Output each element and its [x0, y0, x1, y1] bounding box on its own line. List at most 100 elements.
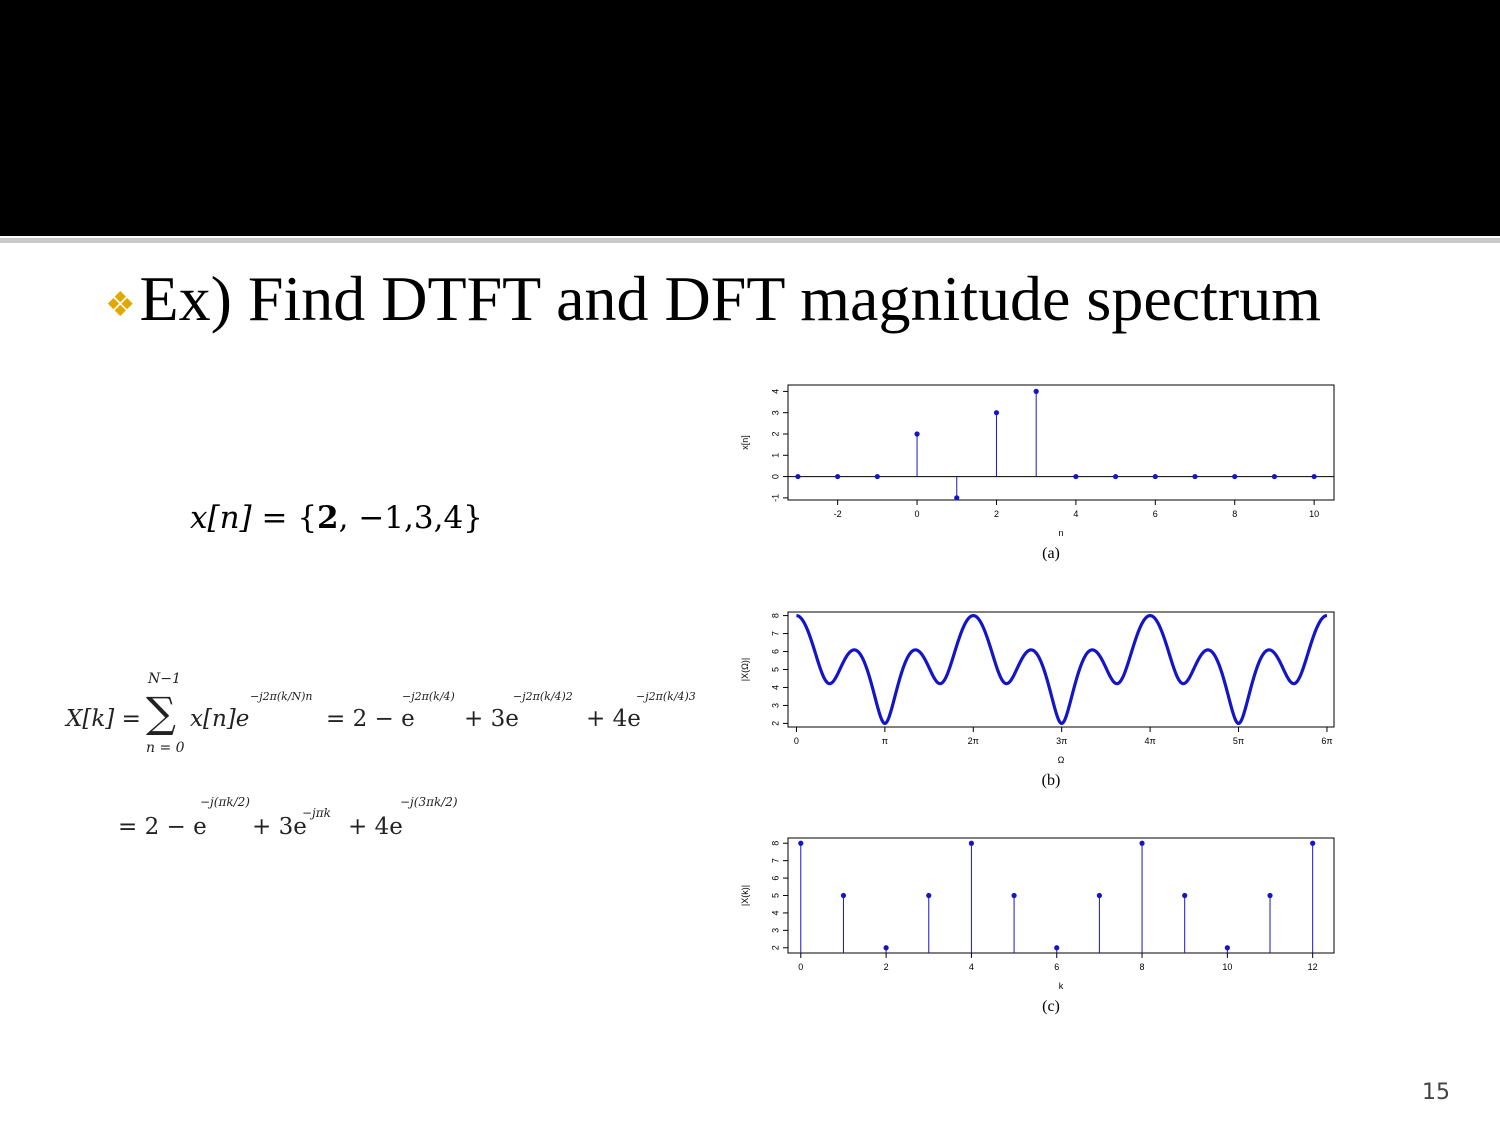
y-tick-label: 0 — [770, 474, 780, 479]
y-tick-label: 7 — [770, 631, 780, 636]
x-tick-label: 8 — [1140, 962, 1145, 972]
stem-point — [914, 431, 920, 437]
x-tick-label: 3π — [1056, 736, 1067, 746]
stem-point — [795, 473, 801, 480]
eq2-exp1: −j(πk/2) — [200, 795, 250, 809]
x-tick-label: 12 — [1308, 962, 1318, 972]
slide-heading: ❖Ex) Find DTFT and DFT magnitude spectru… — [105, 262, 1321, 336]
eq1-rest2: + 3e — [464, 706, 519, 732]
stem-point — [1224, 945, 1230, 951]
plot-frame — [787, 837, 1335, 954]
stem-point — [1267, 892, 1273, 899]
y-axis-label: |X(k)| — [740, 885, 750, 906]
eq2-exp2: −jπk — [302, 806, 331, 820]
stem-point — [883, 945, 889, 951]
x-tick-label: 10 — [1309, 509, 1319, 519]
sequence-definition: x[n] = {2, −1,3,4} — [190, 500, 483, 536]
stem-point — [926, 892, 932, 899]
eq2-b: + 3e — [252, 814, 307, 840]
title-divider — [0, 238, 1500, 243]
chart-caption: (b) — [1042, 772, 1061, 789]
eq1-sum-symbol: ∑ — [146, 688, 176, 737]
heading-text: Ex) Find DTFT and DFT magnitude spectrum — [139, 263, 1322, 334]
stem-point — [798, 840, 804, 846]
eq1-rest1: = 2 − e — [326, 706, 415, 732]
sequence-eq: = { — [251, 500, 318, 536]
y-tick-label: 8 — [770, 613, 780, 618]
eq1-lhs: X[k] = — [66, 706, 141, 732]
y-tick-label: 6 — [770, 649, 780, 654]
chart-panel-a: -2 0 2 4 6 8 10 -1 0 1 2 3 4 n x[n] (a) — [730, 375, 1350, 590]
x-tick-label: 6 — [1153, 509, 1158, 519]
eq2-exp3: −j(3πk/2) — [400, 795, 458, 809]
chart-caption: (c) — [1042, 998, 1060, 1015]
y-axis-label: |X(Ω)| — [740, 658, 750, 681]
chart-panel-b: 0 π 2π 3π 4π 5π 6π 2 3 4 5 6 7 8 Ω |X(Ω)| (b) — [730, 602, 1350, 817]
stem-point — [1182, 892, 1188, 899]
eq1-exp4: −j2π(k/4)3 — [636, 690, 696, 703]
chart-dft-magnitude-stem: 0 2 4 6 8 10 12 2 3 4 5 6 7 8 k |X(k)| (c) — [740, 837, 1335, 1015]
x-tick-label: 2 — [884, 962, 889, 972]
x-tick-label: 2π — [968, 736, 979, 746]
magnitude-curve — [795, 613, 1328, 726]
stem-point — [1054, 945, 1060, 951]
x-axis-label: Ω — [1058, 755, 1065, 765]
eq1-sum-bottom: n = 0 — [146, 740, 185, 756]
eq2-c: + 4e — [348, 814, 403, 840]
y-tick-label: 1 — [770, 453, 780, 458]
eq1-sum-top: N−1 — [148, 671, 181, 687]
y-tick-label: 2 — [770, 431, 780, 436]
x-tick-label: 4 — [969, 962, 974, 972]
x-tick-label: 0 — [915, 509, 920, 519]
plot-frame — [787, 384, 1335, 501]
stem-point — [954, 495, 960, 501]
page-number: 15 — [1422, 1080, 1450, 1105]
eq1-exp3: −j2π(k/4)2 — [513, 690, 573, 703]
title-bar — [0, 0, 1500, 236]
x-tick-label: 4 — [1073, 509, 1078, 519]
y-tick-label: 2 — [770, 721, 780, 726]
eq1-rest3: + 4e — [586, 706, 641, 732]
y-tick-label: 4 — [770, 685, 780, 690]
x-axis-label: k — [1059, 981, 1064, 991]
stem-point — [1271, 473, 1278, 480]
y-tick-label: -1 — [770, 494, 780, 502]
stem-point — [968, 840, 975, 846]
y-tick-label: 3 — [770, 928, 780, 933]
x-tick-label: 6 — [1054, 962, 1059, 972]
chart-caption: (a) — [1042, 545, 1060, 562]
y-tick-label: 5 — [770, 893, 780, 898]
eq1-exp2: −j2π(k/4) — [402, 690, 455, 703]
stem-point — [835, 473, 841, 480]
x-tick-label: -2 — [834, 509, 842, 519]
y-tick-label: 3 — [770, 703, 780, 708]
y-axis-label: x[n] — [740, 435, 750, 450]
x-tick-label: 10 — [1222, 962, 1232, 972]
stem-point — [1232, 473, 1238, 480]
y-tick-label: 2 — [770, 945, 780, 950]
stem-point — [1192, 473, 1198, 480]
x-tick-label: 0 — [798, 962, 803, 972]
stem-point — [1096, 892, 1102, 899]
eq2-a: = 2 − e — [118, 814, 207, 840]
stem-point — [840, 892, 847, 899]
y-tick-label: 3 — [770, 410, 780, 415]
y-tick-label: 4 — [770, 389, 780, 394]
stem-point — [1011, 892, 1017, 899]
x-tick-label: 0 — [794, 736, 799, 746]
y-tick-label: 7 — [770, 858, 780, 863]
eq1-exp1: −j2π(k/N)n — [250, 690, 313, 703]
x-tick-label: 6π — [1321, 736, 1332, 746]
y-tick-label: 6 — [770, 876, 780, 881]
y-tick-label: 8 — [770, 841, 780, 846]
sequence-rest: , −1,3,4} — [338, 500, 483, 536]
stem-point — [1311, 473, 1317, 480]
chart-panel-c: 0 2 4 6 8 10 12 2 3 4 5 6 7 8 k |X(k)| (c) — [730, 828, 1350, 1043]
stem-point — [1033, 388, 1039, 394]
stem-point — [1310, 840, 1316, 846]
x-tick-label: 4π — [1145, 736, 1156, 746]
sequence-first-value: 2 — [317, 500, 339, 536]
stem-point — [874, 473, 880, 480]
sequence-lhs: x[n] — [190, 500, 252, 536]
